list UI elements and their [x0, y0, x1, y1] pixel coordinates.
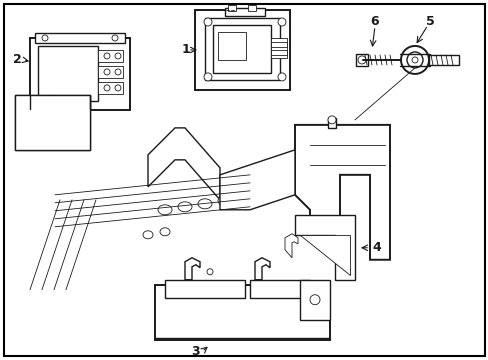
Ellipse shape — [198, 199, 212, 209]
Text: 2: 2 — [13, 53, 22, 67]
Circle shape — [203, 18, 212, 26]
Bar — [30, 38, 130, 110]
Bar — [327, 118, 335, 128]
Bar — [270, 50, 286, 55]
Bar — [227, 5, 236, 11]
Polygon shape — [294, 215, 354, 280]
Bar — [195, 10, 289, 90]
Circle shape — [36, 106, 68, 138]
Polygon shape — [299, 235, 349, 275]
Bar — [428, 55, 458, 65]
Bar — [299, 280, 329, 320]
Bar — [98, 66, 123, 78]
Bar — [35, 33, 125, 43]
Bar — [98, 82, 123, 94]
Circle shape — [61, 129, 67, 135]
Circle shape — [206, 269, 213, 275]
Circle shape — [115, 53, 121, 59]
Circle shape — [104, 53, 110, 59]
Circle shape — [309, 295, 319, 305]
Ellipse shape — [142, 231, 153, 239]
Ellipse shape — [238, 193, 251, 203]
Bar — [355, 54, 367, 66]
Polygon shape — [220, 150, 294, 210]
Bar — [218, 32, 245, 60]
Text: 5: 5 — [425, 15, 433, 28]
Polygon shape — [294, 125, 389, 260]
Bar — [15, 95, 90, 150]
Polygon shape — [285, 234, 297, 258]
Bar — [15, 95, 90, 150]
Bar — [38, 46, 98, 101]
Circle shape — [411, 57, 417, 63]
Circle shape — [203, 73, 212, 81]
Ellipse shape — [160, 228, 170, 236]
Circle shape — [104, 69, 110, 75]
Circle shape — [406, 52, 422, 68]
Circle shape — [42, 35, 48, 41]
Circle shape — [115, 85, 121, 91]
Polygon shape — [184, 258, 200, 280]
Polygon shape — [254, 258, 269, 280]
Ellipse shape — [158, 205, 172, 215]
Circle shape — [45, 115, 59, 129]
Bar — [249, 280, 309, 298]
Circle shape — [278, 73, 285, 81]
Ellipse shape — [218, 196, 231, 206]
Circle shape — [112, 35, 118, 41]
Bar — [270, 42, 286, 47]
Circle shape — [26, 96, 78, 148]
Text: 6: 6 — [370, 15, 379, 28]
Ellipse shape — [178, 202, 192, 212]
Bar — [204, 18, 280, 80]
Circle shape — [37, 129, 43, 135]
Circle shape — [115, 69, 121, 75]
Text: 1: 1 — [181, 44, 190, 57]
Bar — [155, 285, 329, 340]
Bar — [247, 5, 256, 11]
Polygon shape — [148, 128, 220, 200]
Text: 4: 4 — [371, 241, 380, 254]
Bar — [224, 8, 264, 16]
Circle shape — [278, 18, 285, 26]
Circle shape — [327, 116, 335, 124]
Bar — [164, 280, 244, 298]
Bar — [213, 25, 270, 73]
Text: 3: 3 — [191, 345, 200, 358]
Circle shape — [357, 56, 365, 64]
Bar — [270, 38, 286, 58]
Bar — [98, 50, 123, 62]
Circle shape — [400, 46, 428, 74]
Circle shape — [104, 85, 110, 91]
